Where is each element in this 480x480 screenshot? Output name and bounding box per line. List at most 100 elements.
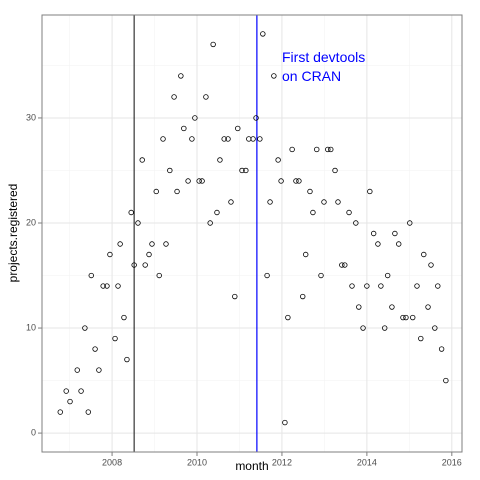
y-tick-label: 10	[26, 322, 36, 332]
x-tick-label: 2010	[187, 457, 207, 467]
point	[370, 230, 377, 237]
point	[303, 251, 309, 258]
point	[214, 209, 220, 216]
y-tick-label: 30	[26, 112, 36, 122]
point	[217, 157, 223, 163]
point	[364, 283, 370, 289]
point	[414, 283, 420, 289]
point	[257, 136, 263, 142]
point	[389, 304, 395, 310]
point	[128, 209, 134, 216]
point	[438, 346, 445, 352]
point	[250, 136, 256, 142]
point	[293, 178, 299, 184]
point	[174, 188, 180, 195]
point	[85, 409, 91, 415]
point	[360, 325, 366, 331]
point	[117, 241, 123, 247]
point	[289, 146, 295, 153]
annotation: First devtools	[282, 49, 365, 65]
point	[156, 272, 162, 279]
point	[278, 178, 284, 184]
point	[375, 241, 381, 247]
point	[225, 136, 231, 142]
point	[146, 251, 152, 258]
point	[135, 220, 141, 226]
point	[392, 230, 398, 237]
point	[92, 346, 98, 352]
x-tick-label: 2014	[357, 457, 377, 467]
point	[78, 388, 84, 394]
x-tick-label: 2012	[272, 457, 292, 467]
point	[314, 146, 320, 153]
point	[63, 388, 69, 394]
panel	[42, 15, 462, 452]
point	[221, 136, 227, 142]
point	[203, 94, 209, 100]
point	[425, 304, 431, 310]
point	[149, 241, 155, 247]
point	[328, 146, 334, 153]
x-tick-label: 2008	[102, 457, 122, 467]
point	[367, 188, 373, 195]
point	[192, 115, 198, 121]
point	[210, 41, 216, 48]
point	[199, 178, 205, 184]
point	[353, 220, 359, 226]
y-tick-label: 0	[31, 427, 36, 437]
y-tick-label: 20	[26, 217, 36, 227]
point	[300, 293, 306, 300]
point	[121, 314, 127, 321]
point	[296, 178, 302, 184]
point	[139, 157, 145, 163]
point	[178, 73, 184, 79]
point	[321, 199, 327, 205]
point	[74, 367, 80, 373]
point	[115, 283, 121, 289]
point	[421, 251, 427, 258]
point	[307, 188, 313, 195]
point	[207, 220, 213, 226]
point	[428, 262, 434, 268]
point	[142, 262, 148, 268]
point	[443, 377, 449, 384]
point	[335, 199, 341, 205]
point	[349, 283, 355, 289]
point	[264, 272, 270, 279]
point	[332, 167, 338, 174]
point	[239, 167, 245, 174]
point	[160, 136, 166, 142]
point	[124, 356, 130, 363]
point	[163, 241, 169, 247]
point	[400, 314, 406, 321]
panel-border	[41, 14, 463, 453]
point	[418, 335, 424, 342]
point	[235, 125, 241, 132]
point	[67, 398, 73, 405]
point	[171, 94, 177, 100]
point	[378, 283, 384, 289]
point	[185, 178, 191, 184]
x-tick-label: 2016	[442, 457, 462, 467]
point	[232, 293, 238, 300]
point	[356, 304, 362, 310]
annotation: on CRAN	[282, 68, 341, 84]
point	[228, 199, 234, 205]
point	[181, 125, 187, 132]
point	[100, 283, 106, 289]
point	[384, 272, 391, 279]
point	[196, 178, 202, 184]
point	[382, 325, 388, 331]
point	[342, 262, 348, 268]
point	[275, 157, 281, 163]
point	[167, 167, 173, 174]
point	[285, 314, 291, 321]
point	[410, 314, 416, 321]
point	[107, 251, 113, 258]
point	[282, 419, 288, 426]
point	[271, 73, 277, 79]
point	[88, 272, 94, 279]
point	[57, 409, 63, 415]
point	[432, 325, 438, 331]
